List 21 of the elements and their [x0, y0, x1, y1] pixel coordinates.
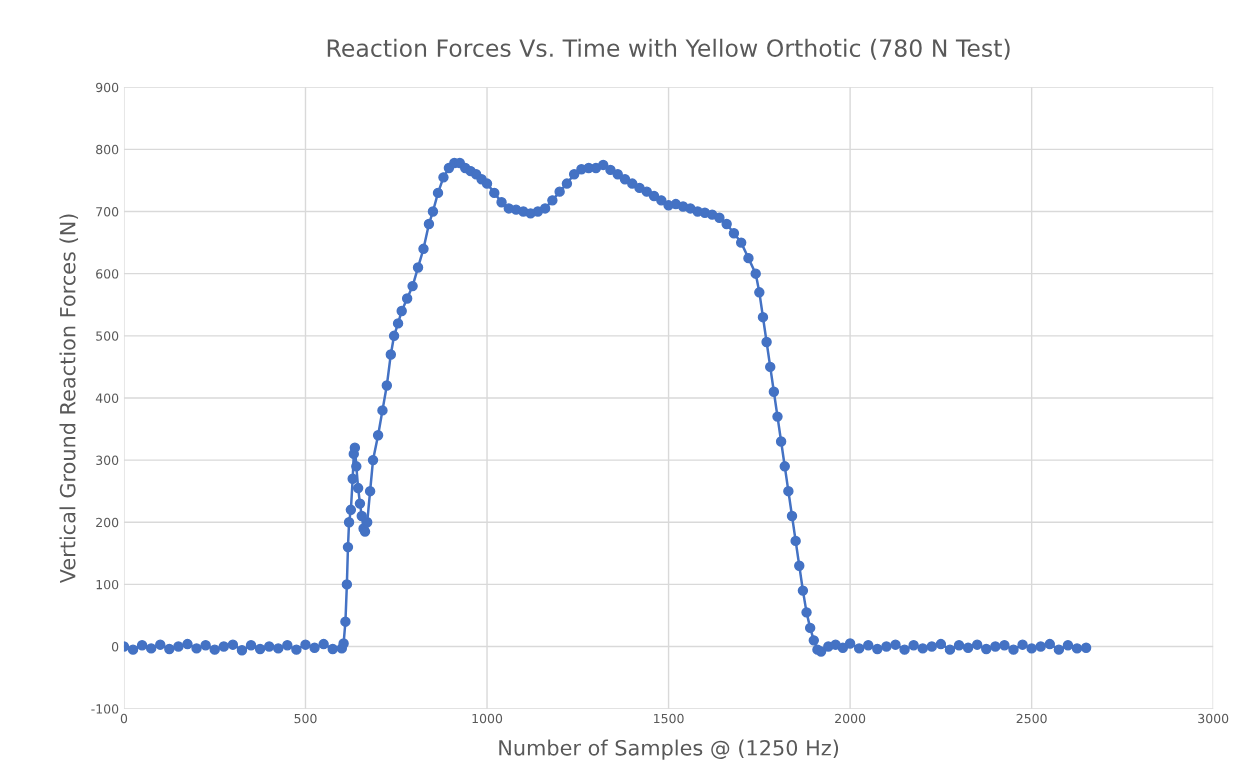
x-tick-label: 0 [120, 713, 128, 724]
y-tick-label: 200 [96, 517, 119, 528]
x-tick-label: 2000 [835, 713, 866, 724]
y-tick-label: 100 [96, 579, 119, 590]
y-tick-label: 500 [96, 331, 119, 341]
x-tick-label: 1500 [654, 713, 684, 724]
y-tick-label: 0 [111, 642, 119, 652]
y-tick-label: 700 [96, 207, 119, 217]
y-tick-label: 900 [96, 82, 119, 93]
chart-title: Reaction Forces Vs. Time with Yellow Orthotic (780 N Test) [327, 38, 1010, 60]
x-axis-title: Number of Samples @ (1250 Hz) [499, 739, 839, 760]
y-tick-label: 400 [95, 393, 119, 403]
y-tick-label: 600 [96, 269, 119, 279]
x-tick-label: 1000 [472, 713, 503, 724]
x-tick-label: 2500 [1016, 713, 1047, 724]
x-tick-label: 3000 [1198, 713, 1229, 724]
y-tick-label: 300 [96, 455, 119, 466]
y-tick-label: 800 [96, 144, 119, 155]
y-axis-title: Vertical Ground Reaction Forces (N) [59, 214, 79, 584]
x-tick-label: 500 [294, 713, 317, 724]
y-tick-label: -100 [91, 704, 119, 714]
